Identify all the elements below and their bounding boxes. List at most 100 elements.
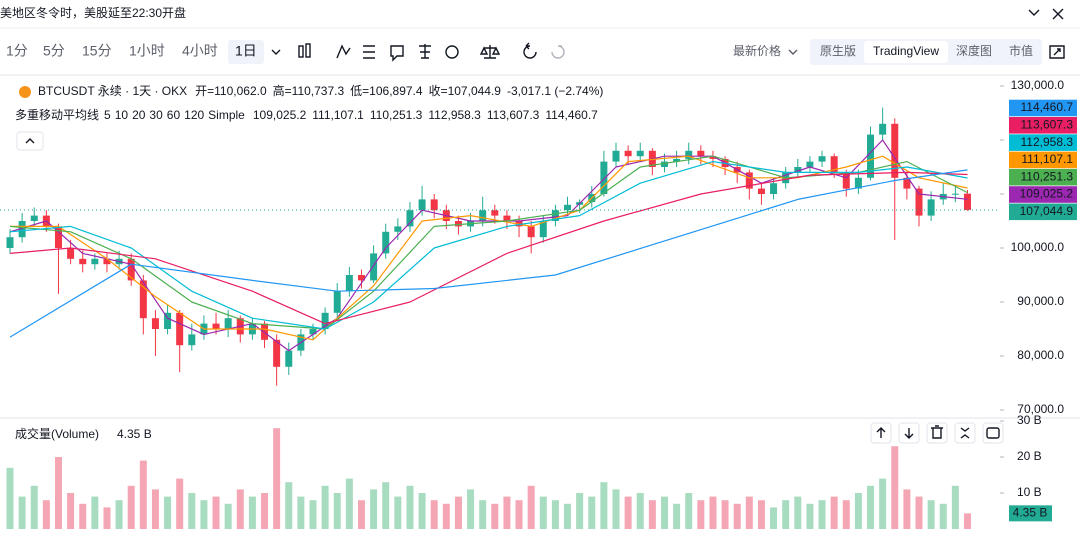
price-tag <box>1009 186 1077 203</box>
volume-bar <box>588 496 596 529</box>
volume-bar <box>600 482 608 529</box>
view-tab[interactable]: 深度图 <box>956 43 992 58</box>
price-change: -3,017.1 (−2.74%) <box>507 84 603 98</box>
candle-body <box>273 339 281 367</box>
interval[interactable]: 15分 <box>82 43 112 59</box>
collapse-pane-icon <box>960 427 970 439</box>
chart-type-button[interactable] <box>298 43 311 58</box>
move-down-icon <box>904 428 914 439</box>
volume-bar <box>697 500 705 529</box>
candle-body <box>503 215 511 221</box>
candle-body <box>370 253 378 281</box>
volume-bar <box>164 496 172 529</box>
volume-bar <box>491 503 499 529</box>
y-tick-label: 20 B <box>1017 449 1042 463</box>
price-tag-label: 111,107.1 <box>1021 152 1073 166</box>
interval[interactable]: 4小时 <box>182 43 218 59</box>
volume-bar <box>127 485 135 529</box>
volume-bar <box>867 485 875 529</box>
interval-selected[interactable]: 1日 <box>235 43 257 59</box>
volume-bar <box>842 500 850 529</box>
volume-bar <box>709 496 717 529</box>
candle-body <box>79 258 87 265</box>
volume-bar <box>345 478 353 529</box>
indicator-button[interactable] <box>336 44 351 59</box>
volume-bar <box>91 496 99 529</box>
ma-period: 60 <box>167 108 181 122</box>
candle-body <box>127 258 135 281</box>
view-tab-selected[interactable]: TradingView <box>873 44 939 58</box>
candle-body <box>6 237 14 248</box>
close-button[interactable] <box>1052 8 1064 20</box>
volume-bar <box>42 500 50 529</box>
view-tab[interactable]: 原生版 <box>820 44 856 58</box>
candle-body <box>915 188 923 216</box>
candle-body <box>612 150 620 162</box>
moving-average-line <box>9 161 968 330</box>
volume-bar <box>503 496 511 529</box>
volume-bar <box>879 478 887 529</box>
candle-body <box>818 156 826 162</box>
interval[interactable]: 5分 <box>43 43 65 59</box>
interval-dropdown[interactable] <box>271 49 281 55</box>
ma-period: 20 <box>132 108 146 122</box>
candle-body <box>564 204 572 211</box>
candle-body <box>394 226 402 232</box>
volume-bar <box>515 500 523 529</box>
candle-body <box>67 248 75 259</box>
view-tab[interactable]: 市值 <box>1009 43 1033 58</box>
candle-body <box>697 150 705 157</box>
price-tag <box>1009 203 1077 221</box>
volume-bar <box>794 496 802 529</box>
collapse-pane-button[interactable] <box>954 422 976 444</box>
ma-period: 120 <box>184 108 204 122</box>
candle-body <box>757 188 765 194</box>
ohlc-value: 高=110,737.3 <box>273 83 345 98</box>
volume-bar <box>745 496 753 529</box>
collapse-legend-button[interactable] <box>16 131 44 151</box>
volume-bar <box>370 489 378 529</box>
candle-body <box>806 161 814 167</box>
fullscreen-button[interactable] <box>1049 45 1065 59</box>
candle-body <box>479 210 487 221</box>
interval[interactable]: 1小时 <box>129 43 165 59</box>
maximize-pane-button[interactable] <box>982 422 1004 444</box>
volume-bar <box>564 503 572 529</box>
volume-bar <box>757 500 765 529</box>
candle-body <box>673 158 681 162</box>
volume-bar <box>188 493 196 529</box>
candle-body <box>951 193 959 195</box>
volume-bar <box>963 513 971 529</box>
compare-button[interactable] <box>479 45 501 59</box>
y-tick-label: 70,000.0 <box>1017 402 1064 416</box>
volume-bar <box>685 493 693 529</box>
candle-body <box>18 221 26 238</box>
price-tag-label: 114,460.7 <box>1021 100 1074 114</box>
volume-bar <box>733 503 741 529</box>
candle-body <box>333 291 341 313</box>
volume-bar <box>915 496 923 529</box>
collapse-button[interactable] <box>1028 9 1040 16</box>
redo-button[interactable] <box>551 45 565 59</box>
ohlc-value: 收=107,044.9 <box>429 84 502 98</box>
candle-body <box>830 156 838 173</box>
template-button[interactable] <box>363 45 375 59</box>
alert-button[interactable] <box>390 45 404 62</box>
candle-body <box>685 150 693 159</box>
settings-button[interactable] <box>445 45 459 59</box>
undo-button[interactable] <box>523 42 537 59</box>
price-tag <box>1009 99 1077 117</box>
price-menu[interactable]: 最新价格 <box>733 43 781 58</box>
replay-button[interactable] <box>419 44 431 59</box>
y-tick-label: 130,000.0 <box>1011 78 1065 92</box>
volume-bar <box>806 503 814 529</box>
price-menu-dropdown[interactable] <box>788 49 798 55</box>
candle-body <box>927 199 935 216</box>
candle-body <box>454 221 462 227</box>
volume-bar <box>624 496 632 529</box>
ma-value: 114,460.7 <box>545 108 598 122</box>
volume-bar <box>442 503 450 529</box>
moving-average-line <box>9 139 968 352</box>
candle-body <box>345 275 353 292</box>
interval[interactable]: 1分 <box>6 43 28 59</box>
